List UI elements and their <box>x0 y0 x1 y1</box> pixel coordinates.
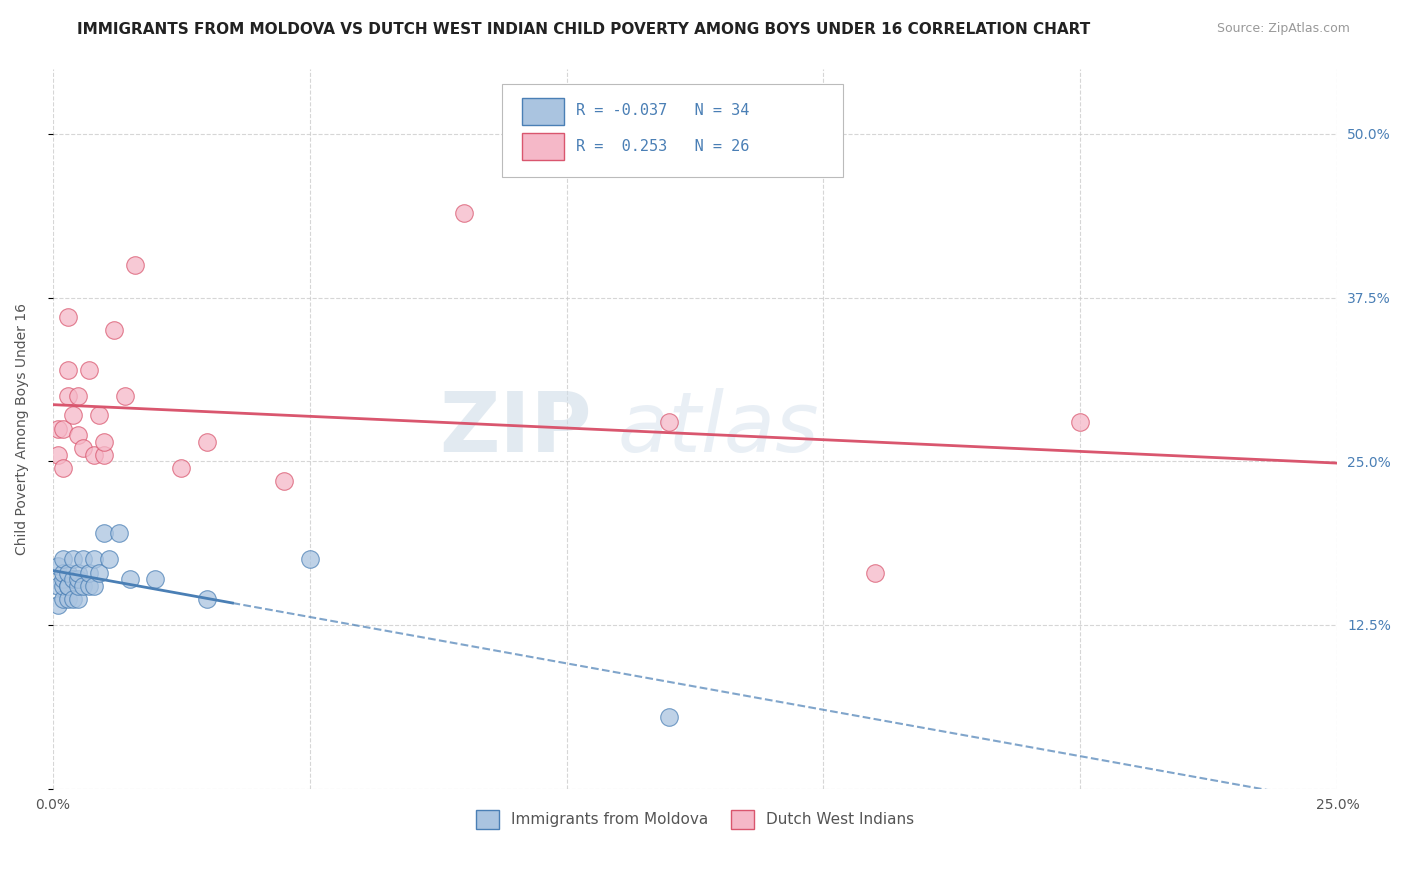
Point <box>658 709 681 723</box>
Point <box>93 434 115 449</box>
Point <box>46 599 69 613</box>
Point <box>77 362 100 376</box>
Point <box>195 434 218 449</box>
Point <box>56 579 79 593</box>
Point <box>103 323 125 337</box>
Point <box>145 572 167 586</box>
Point <box>67 591 90 606</box>
Point <box>67 579 90 593</box>
Point <box>658 415 681 429</box>
Point <box>62 552 84 566</box>
Point <box>52 579 75 593</box>
Point <box>273 474 295 488</box>
Point <box>114 389 136 403</box>
Point <box>52 421 75 435</box>
Point <box>67 428 90 442</box>
Point <box>46 579 69 593</box>
FancyBboxPatch shape <box>502 85 842 177</box>
Point <box>87 409 110 423</box>
FancyBboxPatch shape <box>522 98 564 125</box>
Point <box>52 572 75 586</box>
Point <box>93 448 115 462</box>
Point <box>170 460 193 475</box>
Point <box>77 566 100 580</box>
Point <box>1069 415 1091 429</box>
Text: Source: ZipAtlas.com: Source: ZipAtlas.com <box>1216 22 1350 36</box>
Point <box>453 205 475 219</box>
Point <box>83 579 105 593</box>
Point <box>62 572 84 586</box>
Text: IMMIGRANTS FROM MOLDOVA VS DUTCH WEST INDIAN CHILD POVERTY AMONG BOYS UNDER 16 C: IMMIGRANTS FROM MOLDOVA VS DUTCH WEST IN… <box>77 22 1091 37</box>
FancyBboxPatch shape <box>522 133 564 160</box>
Point <box>863 566 886 580</box>
Point <box>83 448 105 462</box>
Point <box>52 566 75 580</box>
Point <box>108 526 131 541</box>
Point <box>98 552 121 566</box>
Point <box>46 421 69 435</box>
Y-axis label: Child Poverty Among Boys Under 16: Child Poverty Among Boys Under 16 <box>15 302 30 555</box>
Point <box>56 579 79 593</box>
Text: R =  0.253   N = 26: R = 0.253 N = 26 <box>575 139 749 153</box>
Text: R = -0.037   N = 34: R = -0.037 N = 34 <box>575 103 749 118</box>
Point <box>62 591 84 606</box>
Point <box>52 552 75 566</box>
Point <box>77 579 100 593</box>
Point <box>124 258 146 272</box>
Point <box>67 566 90 580</box>
Point <box>56 566 79 580</box>
Point <box>298 552 321 566</box>
Point <box>62 409 84 423</box>
Point <box>195 591 218 606</box>
Text: atlas: atlas <box>617 388 820 469</box>
Point <box>56 389 79 403</box>
Point <box>46 448 69 462</box>
Point <box>52 591 75 606</box>
Point <box>56 591 79 606</box>
Point <box>72 579 94 593</box>
Legend: Immigrants from Moldova, Dutch West Indians: Immigrants from Moldova, Dutch West Indi… <box>470 804 921 835</box>
Point <box>118 572 141 586</box>
Point <box>56 362 79 376</box>
Point <box>93 526 115 541</box>
Point <box>87 566 110 580</box>
Point <box>67 572 90 586</box>
Point <box>46 559 69 574</box>
Point <box>72 552 94 566</box>
Point <box>52 460 75 475</box>
Text: ZIP: ZIP <box>440 388 592 469</box>
Point <box>72 441 94 455</box>
Point <box>67 389 90 403</box>
Point <box>56 310 79 325</box>
Point <box>83 552 105 566</box>
